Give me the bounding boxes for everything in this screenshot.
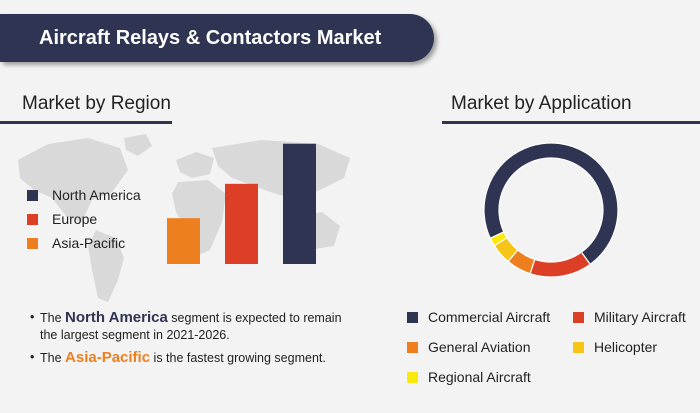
legend-swatch xyxy=(407,371,418,383)
legend-label: Military Aircraft xyxy=(594,309,686,325)
title-banner: Aircraft Relays & Contactors Market xyxy=(0,14,434,62)
legend-item-regional-aircraft: Regional Aircraft xyxy=(407,369,531,385)
legend-item-commercial-aircraft: Commercial Aircraft xyxy=(407,309,550,325)
legend-item-europe: Europe xyxy=(27,207,141,231)
legend-swatch xyxy=(27,213,38,225)
finding-suffix: is the fastest growing segment. xyxy=(150,351,326,365)
legend-item-north-america: North America xyxy=(27,183,141,207)
finding-highlight: North America xyxy=(65,309,168,326)
slice-military-aircraft xyxy=(529,251,592,278)
application-donut-chart xyxy=(483,142,619,278)
region-legend: North America Europe Asia-Pacific xyxy=(27,183,141,255)
slice-commercial-aircraft xyxy=(483,142,619,266)
legend-label: Asia-Pacific xyxy=(52,235,126,251)
finding-suffix: segment is expected to remain the larges… xyxy=(40,311,342,342)
bar-north-america xyxy=(283,143,316,264)
legend-label: Commercial Aircraft xyxy=(428,309,551,325)
finding-text: The Asia-Pacific is the fastest growing … xyxy=(40,349,326,367)
legend-label: Helicopter xyxy=(594,339,658,355)
legend-swatch xyxy=(407,311,418,323)
bullet-icon: • xyxy=(30,350,35,364)
legend-swatch xyxy=(573,341,584,353)
legend-label: General Aviation xyxy=(428,339,531,355)
legend-swatch xyxy=(27,189,38,201)
bar-europe xyxy=(225,183,258,264)
region-title-underline xyxy=(0,121,172,124)
application-section-title: Market by Application xyxy=(451,93,632,114)
finding-item: • The North America segment is expected … xyxy=(22,309,342,344)
legend-item-asia-pacific: Asia-Pacific xyxy=(27,231,141,255)
legend-swatch xyxy=(27,237,38,249)
legend-label: Europe xyxy=(52,211,98,227)
finding-item: • The Asia-Pacific is the fastest growin… xyxy=(22,349,342,367)
finding-prefix: The xyxy=(40,351,66,365)
legend-label: Regional Aircraft xyxy=(428,369,531,385)
application-title-underline xyxy=(442,121,700,124)
legend-item-military-aircraft: Military Aircraft xyxy=(573,309,686,325)
legend-swatch xyxy=(573,311,584,323)
bullet-icon: • xyxy=(30,310,35,324)
key-findings: • The North America segment is expected … xyxy=(22,309,342,372)
legend-item-helicopter: Helicopter xyxy=(573,339,657,355)
legend-label: North America xyxy=(52,187,141,203)
finding-text: The North America segment is expected to… xyxy=(40,309,342,344)
region-bar-chart xyxy=(167,143,316,264)
legend-item-general-aviation: General Aviation xyxy=(407,339,530,355)
region-section-title: Market by Region xyxy=(22,93,171,114)
finding-prefix: The xyxy=(40,311,66,325)
page-title: Aircraft Relays & Contactors Market xyxy=(39,27,382,49)
legend-swatch xyxy=(407,341,418,353)
bar-asia-pacific xyxy=(167,218,200,264)
slice-regional-aircraft xyxy=(489,231,508,247)
finding-highlight: Asia-Pacific xyxy=(65,349,151,366)
